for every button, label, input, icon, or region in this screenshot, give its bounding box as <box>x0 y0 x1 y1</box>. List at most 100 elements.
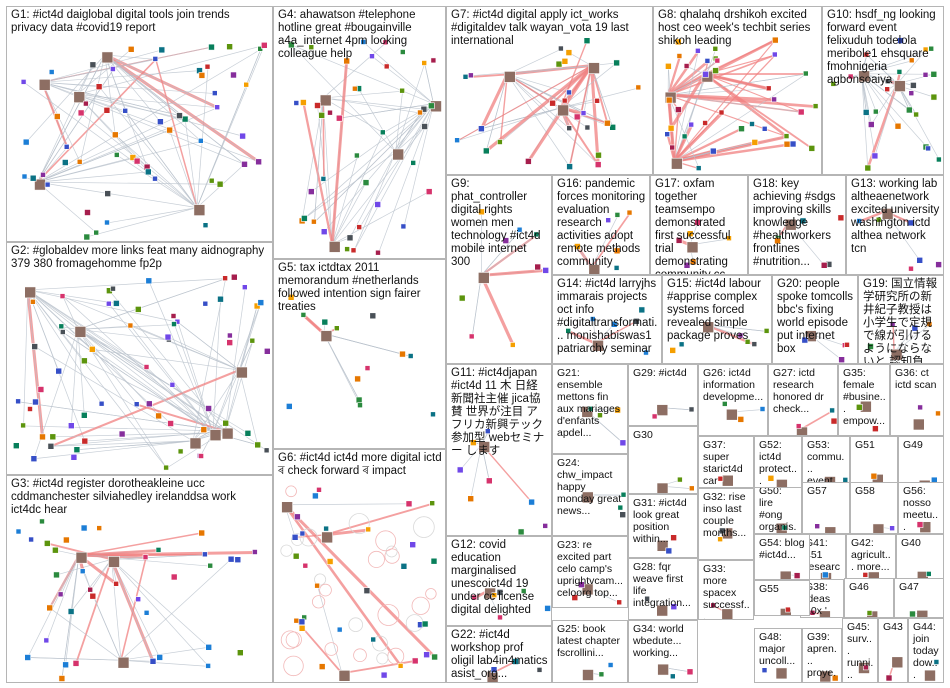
network-node <box>48 69 55 75</box>
self-loop <box>348 513 370 535</box>
group-label-g26: G26: ict4d information developme... <box>703 367 764 403</box>
network-node <box>588 62 600 74</box>
network-node <box>767 474 775 482</box>
group-box-g46: G46 <box>844 578 894 618</box>
network-node <box>619 511 626 519</box>
network-node <box>872 108 879 115</box>
network-node <box>894 80 906 92</box>
network-edge <box>861 73 929 150</box>
network-node <box>709 147 717 155</box>
network-node <box>533 231 540 238</box>
network-node <box>375 249 381 256</box>
group-box-g37: G37: super starict4d car please... <box>698 436 754 488</box>
network-node <box>578 581 585 589</box>
network-node <box>669 673 676 680</box>
network-edge <box>98 86 198 208</box>
network-edge <box>674 39 776 162</box>
network-node <box>369 312 377 320</box>
network-edge <box>395 112 421 153</box>
group-label-g48: G48: major uncoll... <box>759 631 796 667</box>
network-node <box>542 267 549 274</box>
network-node <box>683 63 690 69</box>
group-label-g43: G43 <box>883 621 903 633</box>
network-node <box>935 410 941 417</box>
network-node <box>122 108 128 114</box>
network-edge <box>459 444 482 471</box>
network-node <box>889 321 896 328</box>
network-edge <box>63 332 214 433</box>
network-node <box>397 663 404 669</box>
network-node <box>497 139 503 145</box>
network-node <box>597 412 603 419</box>
group-network-g28 <box>644 595 678 617</box>
network-node <box>355 396 363 404</box>
network-edge <box>311 103 434 192</box>
network-node <box>617 504 624 511</box>
network-node <box>298 618 306 626</box>
network-edge <box>62 296 214 433</box>
group-box-g21: G21: ensemble mettons fin aux mariages d… <box>552 364 628 454</box>
network-node <box>456 466 464 474</box>
network-node <box>789 140 797 148</box>
network-node <box>117 656 130 669</box>
network-node <box>677 476 683 483</box>
network-node <box>656 539 669 552</box>
network-node <box>40 172 46 178</box>
network-node <box>580 110 587 116</box>
network-node <box>226 43 233 51</box>
network-edge <box>322 97 325 180</box>
network-edge <box>155 59 198 208</box>
network-node <box>613 59 620 67</box>
network-node <box>133 157 141 165</box>
group-network-g38 <box>809 609 831 617</box>
network-node <box>925 571 932 577</box>
network-edge <box>49 555 80 609</box>
group-network-g41 <box>820 571 832 579</box>
network-node <box>63 536 70 544</box>
network-node <box>913 111 919 118</box>
network-node <box>935 261 942 268</box>
network-edge <box>395 126 425 153</box>
network-edge <box>314 97 324 223</box>
network-edge <box>323 97 384 134</box>
network-node <box>143 610 150 616</box>
network-edge <box>284 503 409 506</box>
network-edge <box>668 88 770 96</box>
network-edge <box>323 97 421 114</box>
group-network-g33 <box>710 602 734 619</box>
network-node <box>158 46 166 54</box>
network-node <box>930 71 938 78</box>
network-node <box>503 71 516 83</box>
network-node <box>657 663 669 676</box>
group-network-g29 <box>651 404 695 420</box>
self-loop <box>291 533 304 546</box>
network-edge <box>673 112 724 163</box>
network-edge <box>148 280 214 433</box>
network-node <box>925 145 931 152</box>
network-edge <box>668 93 775 102</box>
network-node <box>205 663 211 669</box>
network-node <box>234 556 242 563</box>
group-label-g24: G24: chw_impact happy monday great news.… <box>557 457 622 517</box>
group-box-g49: G49 <box>898 436 944 488</box>
group-network-g22 <box>486 658 543 682</box>
network-edge <box>25 54 106 143</box>
network-edge <box>481 443 533 503</box>
network-node <box>775 667 788 680</box>
network-node <box>357 402 363 408</box>
network-node <box>189 437 202 450</box>
group-network-g46 <box>866 610 879 617</box>
network-node <box>686 241 699 254</box>
network-node <box>671 157 683 170</box>
network-node <box>894 122 902 130</box>
network-edge <box>109 304 214 433</box>
network-node <box>335 114 343 122</box>
network-node <box>573 113 581 121</box>
group-network-g5 <box>286 293 436 418</box>
network-edge <box>395 105 432 153</box>
network-node <box>307 188 315 195</box>
group-network-g4 <box>288 39 442 256</box>
network-node <box>291 534 299 541</box>
network-node <box>536 667 543 673</box>
network-edge <box>111 559 154 662</box>
